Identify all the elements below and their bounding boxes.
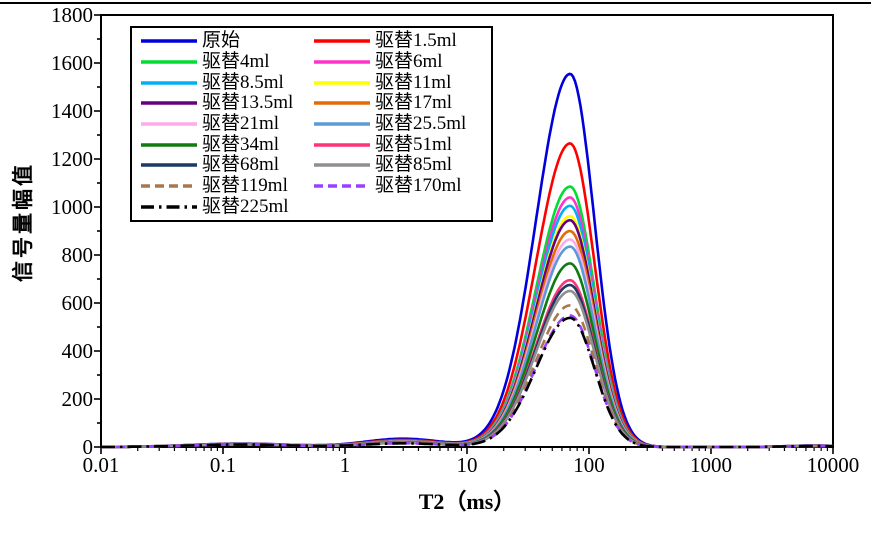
legend-item: 驱替6ml bbox=[314, 50, 487, 72]
legend-item: 驱替25.5ml bbox=[314, 112, 487, 134]
y-tick-label: 400 bbox=[61, 339, 94, 363]
series-curve bbox=[101, 238, 833, 449]
legend-item: 驱替17ml bbox=[314, 93, 487, 113]
legend-item: 驱替51ml bbox=[314, 133, 487, 155]
legend-item: 驱替11ml bbox=[314, 71, 487, 93]
legend-item: 原始 bbox=[141, 31, 314, 51]
legend-label: 驱替13.5ml bbox=[202, 92, 294, 114]
legend-item: 驱替119ml bbox=[141, 174, 314, 196]
legend-item: 驱替170ml bbox=[314, 174, 487, 196]
legend-swatch bbox=[314, 39, 370, 44]
y-tick-label: 600 bbox=[61, 291, 94, 315]
page-top-border bbox=[0, 2, 871, 4]
legend-label: 驱替119ml bbox=[202, 174, 288, 196]
x-tick-label: 100 bbox=[573, 453, 605, 477]
y-tick-label: 800 bbox=[61, 243, 94, 267]
y-tick-label: 200 bbox=[61, 387, 94, 411]
series-curve bbox=[101, 204, 834, 449]
legend-swatch bbox=[141, 101, 197, 106]
legend-item: 驱替1.5ml bbox=[314, 31, 487, 51]
series-curve bbox=[101, 316, 833, 449]
series-curve bbox=[101, 304, 833, 449]
series-curve bbox=[101, 218, 834, 449]
legend-swatch bbox=[314, 101, 370, 106]
legend-label: 驱替68ml bbox=[202, 154, 280, 176]
legend-label: 驱替21ml bbox=[202, 112, 280, 134]
legend-label: 驱替85ml bbox=[375, 154, 453, 176]
legend-label: 驱替8.5ml bbox=[202, 71, 284, 93]
legend-label: 驱替170ml bbox=[375, 174, 462, 196]
legend-swatch bbox=[141, 80, 197, 85]
legend-swatch bbox=[314, 122, 370, 126]
y-tick-label: 1200 bbox=[51, 147, 93, 171]
series-curve bbox=[101, 214, 834, 449]
x-tick-label: 0.01 bbox=[82, 453, 120, 477]
legend-label: 原始 bbox=[202, 30, 241, 52]
legend-label: 驱替25.5ml bbox=[375, 112, 467, 134]
y-tick-label: 1600 bbox=[51, 51, 93, 75]
series-curve bbox=[101, 314, 833, 449]
y-axis-title: 信号量幅值 bbox=[11, 162, 35, 282]
legend-label: 驱替1.5ml bbox=[375, 30, 457, 52]
legend-swatch bbox=[141, 60, 197, 64]
legend-swatch bbox=[141, 204, 197, 209]
x-tick-label: 10 bbox=[456, 453, 478, 477]
x-tick-label: 10000 bbox=[806, 453, 860, 477]
legend-swatch bbox=[314, 142, 370, 147]
legend-label: 驱替51ml bbox=[375, 133, 453, 155]
legend-swatch bbox=[314, 60, 370, 64]
legend-item: 驱替8.5ml bbox=[141, 71, 314, 93]
y-tick-label: 1000 bbox=[51, 195, 93, 219]
legend-item: 驱替34ml bbox=[141, 133, 314, 155]
chart-legend: 原始 驱替1.5ml 驱替4ml 驱替6ml 驱替8.5ml 驱替11ml 驱替13.5ml… bbox=[130, 26, 493, 222]
series-curve bbox=[101, 196, 833, 449]
x-tick-label: 1000 bbox=[690, 453, 732, 477]
x-tick-label: 1 bbox=[339, 453, 351, 477]
legend-label: 驱替34ml bbox=[202, 133, 280, 155]
legend-swatch bbox=[314, 80, 370, 85]
legend-swatch bbox=[314, 163, 370, 168]
series-curve bbox=[101, 185, 833, 449]
series-curve bbox=[101, 229, 833, 449]
legend-label: 驱替17ml bbox=[375, 92, 453, 114]
legend-item: 驱替21ml bbox=[141, 112, 314, 134]
y-tick-label: 1400 bbox=[51, 99, 93, 123]
legend-item: 驱替13.5ml bbox=[141, 93, 314, 113]
y-tick-label: 1800 bbox=[51, 3, 93, 27]
legend-label: 驱替225ml bbox=[202, 195, 289, 217]
legend-label: 驱替4ml bbox=[202, 50, 270, 72]
series-curve bbox=[101, 289, 833, 449]
legend-swatch bbox=[141, 142, 197, 147]
legend-item: 驱替85ml bbox=[314, 155, 487, 175]
x-axis-title: T2（ms） bbox=[418, 489, 516, 514]
series-curve bbox=[101, 283, 834, 449]
series-curve bbox=[101, 245, 833, 449]
series-curve bbox=[101, 278, 834, 449]
series-curve bbox=[101, 262, 834, 449]
legend-item: 驱替68ml bbox=[141, 155, 314, 175]
legend-label: 驱替11ml bbox=[375, 71, 452, 93]
legend-item: 驱替4ml bbox=[141, 50, 314, 72]
legend-label: 驱替6ml bbox=[375, 50, 443, 72]
y-tick-label: 0 bbox=[82, 435, 94, 459]
legend-swatch bbox=[141, 39, 197, 44]
x-tick-label: 0.1 bbox=[209, 453, 237, 477]
legend-swatch bbox=[141, 184, 197, 188]
legend-item: 驱替225ml bbox=[141, 195, 314, 217]
legend-swatch bbox=[141, 163, 197, 168]
legend-swatch bbox=[141, 122, 197, 126]
legend-swatch bbox=[314, 184, 370, 188]
